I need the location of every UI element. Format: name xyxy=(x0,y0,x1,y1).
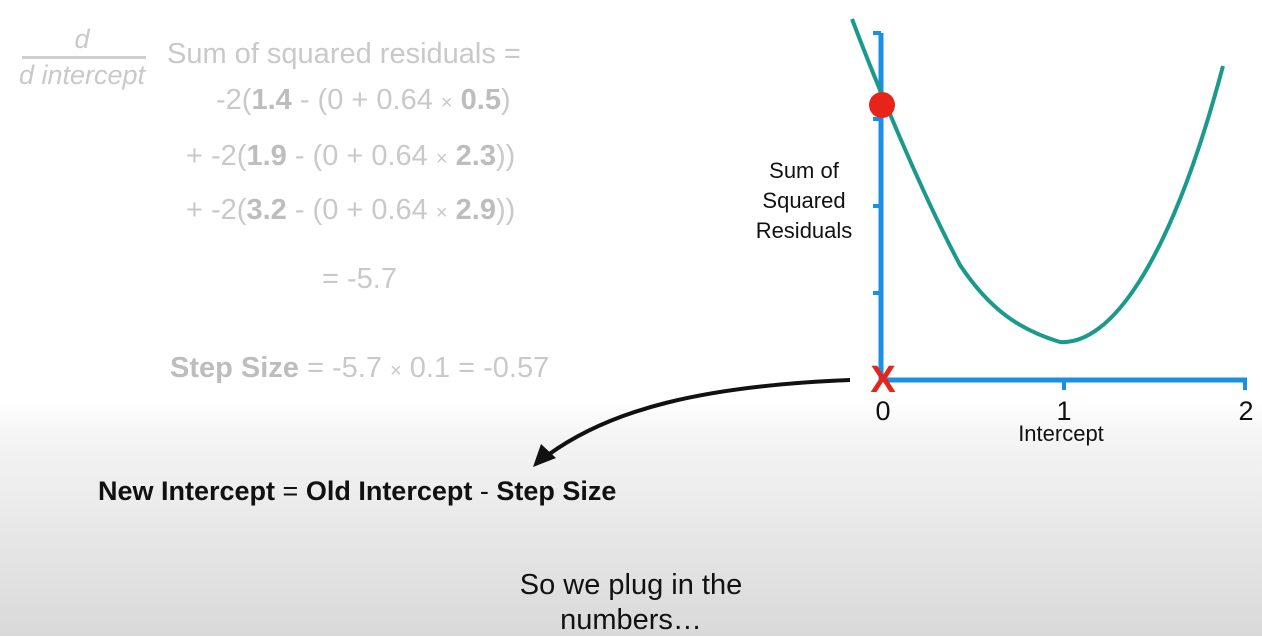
observed-value: 1.9 xyxy=(246,140,287,172)
x-tick-label: 1 xyxy=(1056,396,1071,426)
x-value: 2.9 xyxy=(455,194,496,226)
x-value: 0.5 xyxy=(460,84,501,116)
derivative-denominator: d intercept xyxy=(18,60,146,90)
residual-term-2: + -2(1.9 - (0 + 0.64 × 2.3)) xyxy=(186,140,516,172)
derivative-fraction: d d intercept xyxy=(4,24,160,91)
x-tick-label: 2 xyxy=(1238,396,1253,426)
x-tick-label: 0 xyxy=(875,396,890,426)
update-rule: New Intercept = Old Intercept - Step Siz… xyxy=(98,476,617,506)
step-size-label: Step Size xyxy=(170,352,299,384)
step-size-term: Step Size xyxy=(496,476,617,506)
intercept-marker: X xyxy=(870,359,896,401)
y-axis-label-line-1: Sum of xyxy=(769,158,840,183)
observed-value: 3.2 xyxy=(246,194,287,226)
step-size-equation: Step Size = -5.7 × 0.1 = -0.57 xyxy=(170,352,550,384)
observed-value: 1.4 xyxy=(251,84,292,116)
arrowhead xyxy=(533,444,556,467)
x-axis-label: Intercept xyxy=(1018,421,1104,446)
residual-term-3: + -2(3.2 - (0 + 0.64 × 2.9)) xyxy=(186,194,516,226)
derivative-numerator: d xyxy=(74,24,90,54)
y-axis-label-line-3: Residuals xyxy=(756,218,853,243)
ssr-curve xyxy=(850,18,1225,345)
derivative-label: Sum of squared residuals = xyxy=(167,38,521,70)
y-axis-label-line-2: Squared xyxy=(762,188,845,213)
arrow-to-equation xyxy=(546,378,851,457)
subtitle-caption: So we plug in the numbers… xyxy=(519,569,743,636)
new-intercept-term: New Intercept xyxy=(98,476,276,506)
fraction-bar xyxy=(22,56,146,59)
residual-term-1: -2(1.4 - (0 + 0.64 × 0.5) xyxy=(216,84,511,116)
old-intercept-term: Old Intercept xyxy=(305,476,473,506)
current-point xyxy=(869,92,895,118)
x-value: 2.3 xyxy=(455,140,496,172)
derivative-result: = -5.7 xyxy=(322,263,397,295)
